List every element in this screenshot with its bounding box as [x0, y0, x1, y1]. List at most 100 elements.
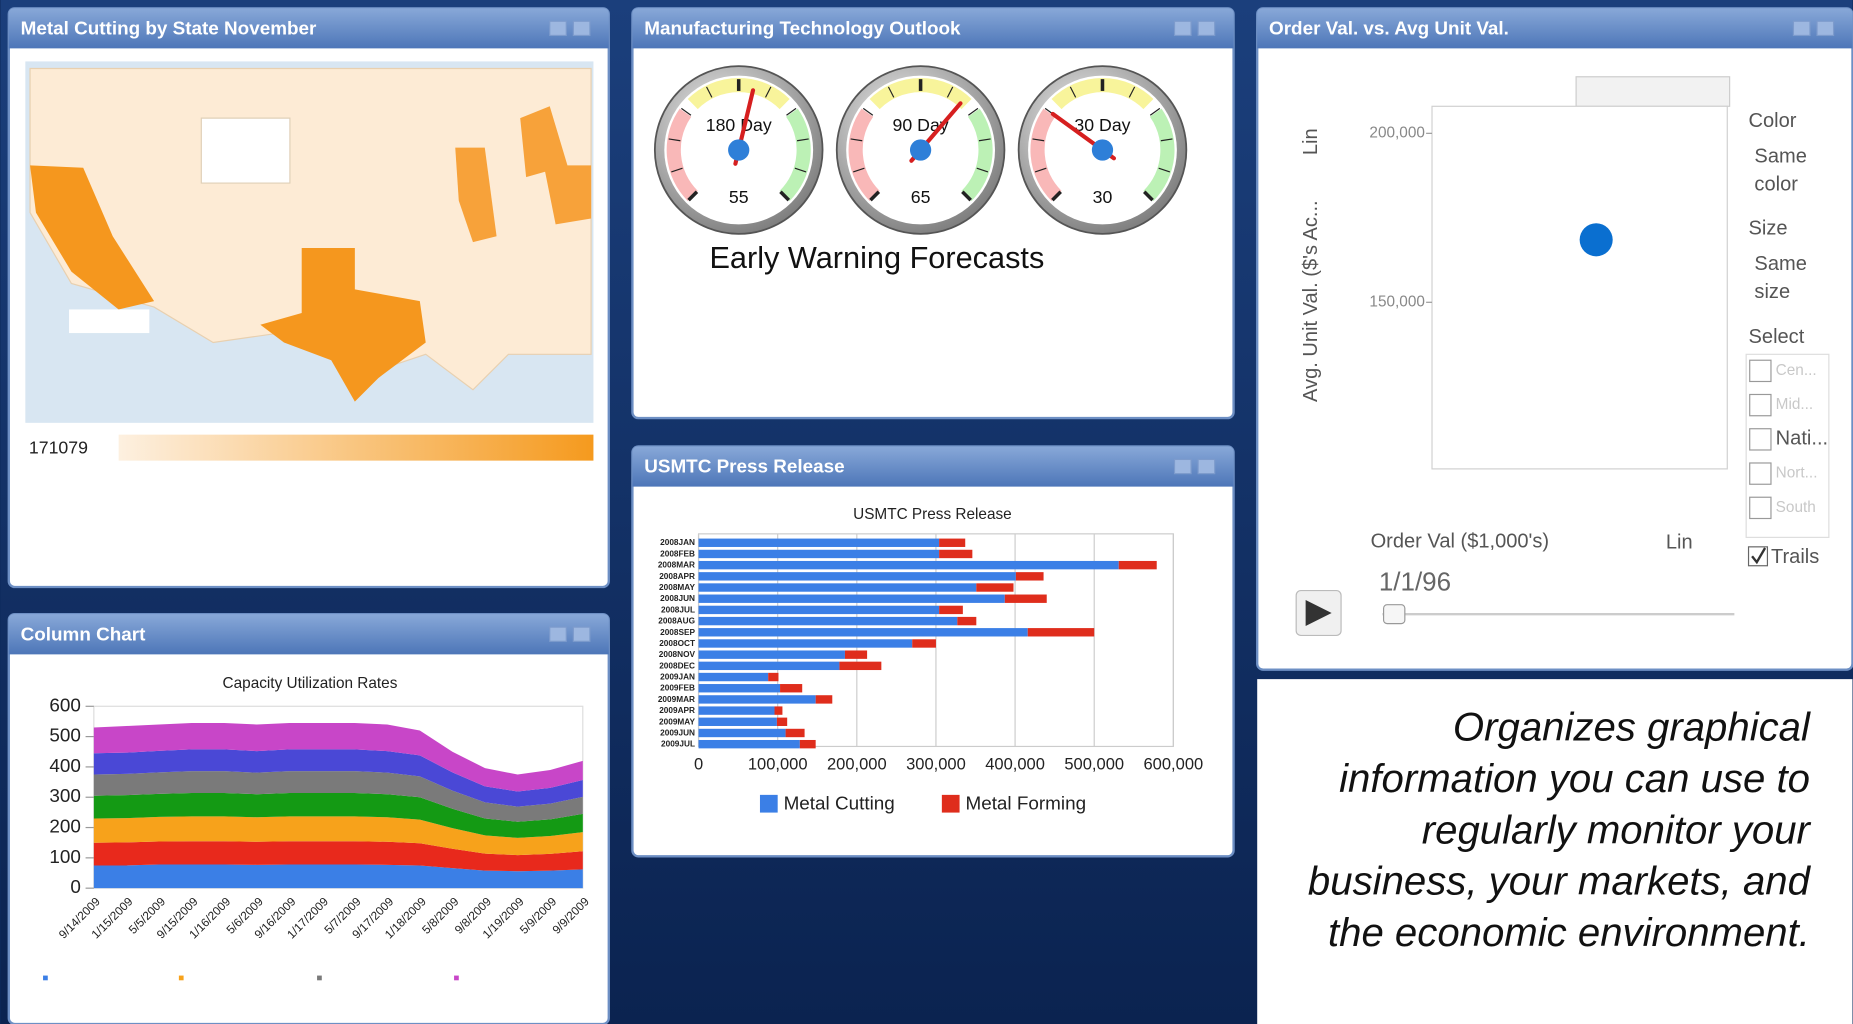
tagline: regularly monitor your — [1422, 807, 1812, 852]
gauge-tick — [681, 107, 692, 116]
maximize-button[interactable] — [1197, 458, 1216, 475]
minimize-button[interactable] — [1173, 20, 1192, 37]
bar — [698, 650, 845, 659]
y-tick-label: 2008DEC — [659, 661, 695, 670]
state — [200, 117, 291, 184]
gauge-tick — [1128, 86, 1136, 98]
x-tick-label: 300,000 — [906, 755, 966, 774]
minimize-button[interactable] — [549, 626, 567, 642]
minimize-button[interactable] — [1173, 458, 1192, 475]
select-checkbox[interactable] — [1749, 462, 1772, 485]
legend-ramp — [118, 434, 594, 461]
gauge-tick — [862, 107, 874, 116]
control-value[interactable]: Same — [1754, 253, 1806, 275]
legend-swatch — [941, 794, 960, 813]
gauge-label: 30 Day — [1074, 115, 1130, 135]
check — [1751, 547, 1767, 565]
maximize-button[interactable] — [572, 20, 591, 37]
gauge-tick — [687, 190, 699, 202]
y-tick-label: 0 — [70, 877, 81, 898]
y-axis-label[interactable]: Avg. Unit Val. ($'s Ac... — [1300, 200, 1322, 402]
bar — [939, 605, 963, 615]
control-value[interactable]: Same — [1754, 145, 1806, 167]
y-tick-label: 2008MAR — [658, 561, 695, 570]
chart-title: Capacity Utilization Rates — [223, 675, 398, 692]
control-heading: Color — [1749, 110, 1797, 132]
y-tick-label: 2008FEB — [660, 549, 695, 558]
y-tick-label: 2008JUL — [661, 605, 695, 614]
select-item: Nort... — [1776, 465, 1818, 482]
gauge-value: 55 — [729, 187, 749, 207]
bar — [698, 672, 769, 682]
gauge-tick — [764, 86, 772, 98]
gauge-hub — [728, 139, 750, 161]
select-checkbox[interactable] — [1749, 359, 1772, 383]
x-scale[interactable]: Lin — [1666, 532, 1693, 554]
select-checkbox[interactable] — [1749, 428, 1772, 451]
state-tx — [260, 248, 426, 402]
gauge-tick — [869, 190, 881, 202]
gauge-band — [779, 108, 811, 201]
state-mi — [520, 106, 568, 178]
y-tick-label: 2008MAY — [659, 583, 695, 592]
panel-header — [1257, 8, 1853, 49]
area-series — [93, 841, 583, 872]
bar — [939, 538, 966, 547]
gauge-band — [848, 108, 880, 201]
area-series — [93, 749, 583, 807]
y-tick-label: 2008APR — [659, 572, 695, 581]
y-tick-label: 200 — [49, 817, 80, 838]
plot-area — [1431, 105, 1728, 470]
gauge-tick — [796, 138, 809, 142]
gauge-tick — [1149, 107, 1161, 116]
maximize-button[interactable] — [1816, 20, 1835, 37]
y-tick-label: 2009MAY — [659, 717, 695, 726]
y-tick-label: 500 — [49, 726, 80, 747]
view-tabs[interactable] — [1575, 76, 1731, 107]
select-item: Cen... — [1776, 362, 1817, 379]
gauge-tick — [961, 190, 972, 202]
bar — [698, 605, 940, 615]
x-tick-label: 600,000 — [1143, 755, 1203, 774]
y-scale[interactable]: Lin — [1300, 128, 1322, 155]
legend-swatch — [759, 794, 778, 813]
x-axis-label[interactable]: Order Val ($1,000's) — [1371, 530, 1550, 552]
bar — [957, 616, 977, 626]
y-tick-label: 2008SEP — [660, 628, 695, 637]
x-tick-label: 100,000 — [748, 755, 808, 774]
legend-swatch — [43, 975, 48, 981]
bar — [698, 538, 940, 547]
gauge-tick — [968, 107, 979, 116]
slider-thumb[interactable] — [1382, 604, 1406, 625]
y-tick-label: 200,000 — [1369, 124, 1424, 141]
control-value[interactable]: size — [1754, 281, 1790, 303]
y-tick-label: 2009JUL — [661, 740, 695, 749]
minimize-button[interactable] — [1792, 20, 1811, 37]
legend-label: Metal Cutting — [784, 793, 895, 814]
bar — [698, 728, 786, 738]
minimize-button[interactable] — [549, 20, 567, 37]
maximize-button[interactable] — [1197, 20, 1216, 37]
select-checkbox[interactable] — [1749, 496, 1772, 520]
panel-title: Order Val. vs. Avg Unit Val. — [1269, 19, 1509, 40]
maximize-button[interactable] — [572, 626, 591, 642]
select-item: South — [1776, 499, 1816, 516]
gauge-tick — [1051, 190, 1062, 202]
gauge-tick — [1034, 167, 1047, 173]
bar — [698, 616, 958, 626]
area-series — [93, 771, 583, 822]
bar — [1118, 560, 1157, 570]
select-item: Nati... — [1776, 428, 1828, 450]
legend-label: 171079 — [29, 437, 88, 457]
select-checkbox[interactable] — [1749, 393, 1772, 417]
gauge-tick — [1142, 190, 1154, 202]
y-tick-label: 2008JAN — [660, 538, 695, 547]
area-series — [93, 722, 583, 792]
state-il — [455, 147, 497, 243]
state-oh — [543, 165, 592, 225]
control-value[interactable]: color — [1754, 174, 1798, 196]
y-tick-label: 2009MAR — [658, 695, 695, 704]
tagline: information you can use to — [1339, 756, 1810, 801]
bar — [939, 549, 973, 559]
bar — [1027, 628, 1095, 637]
